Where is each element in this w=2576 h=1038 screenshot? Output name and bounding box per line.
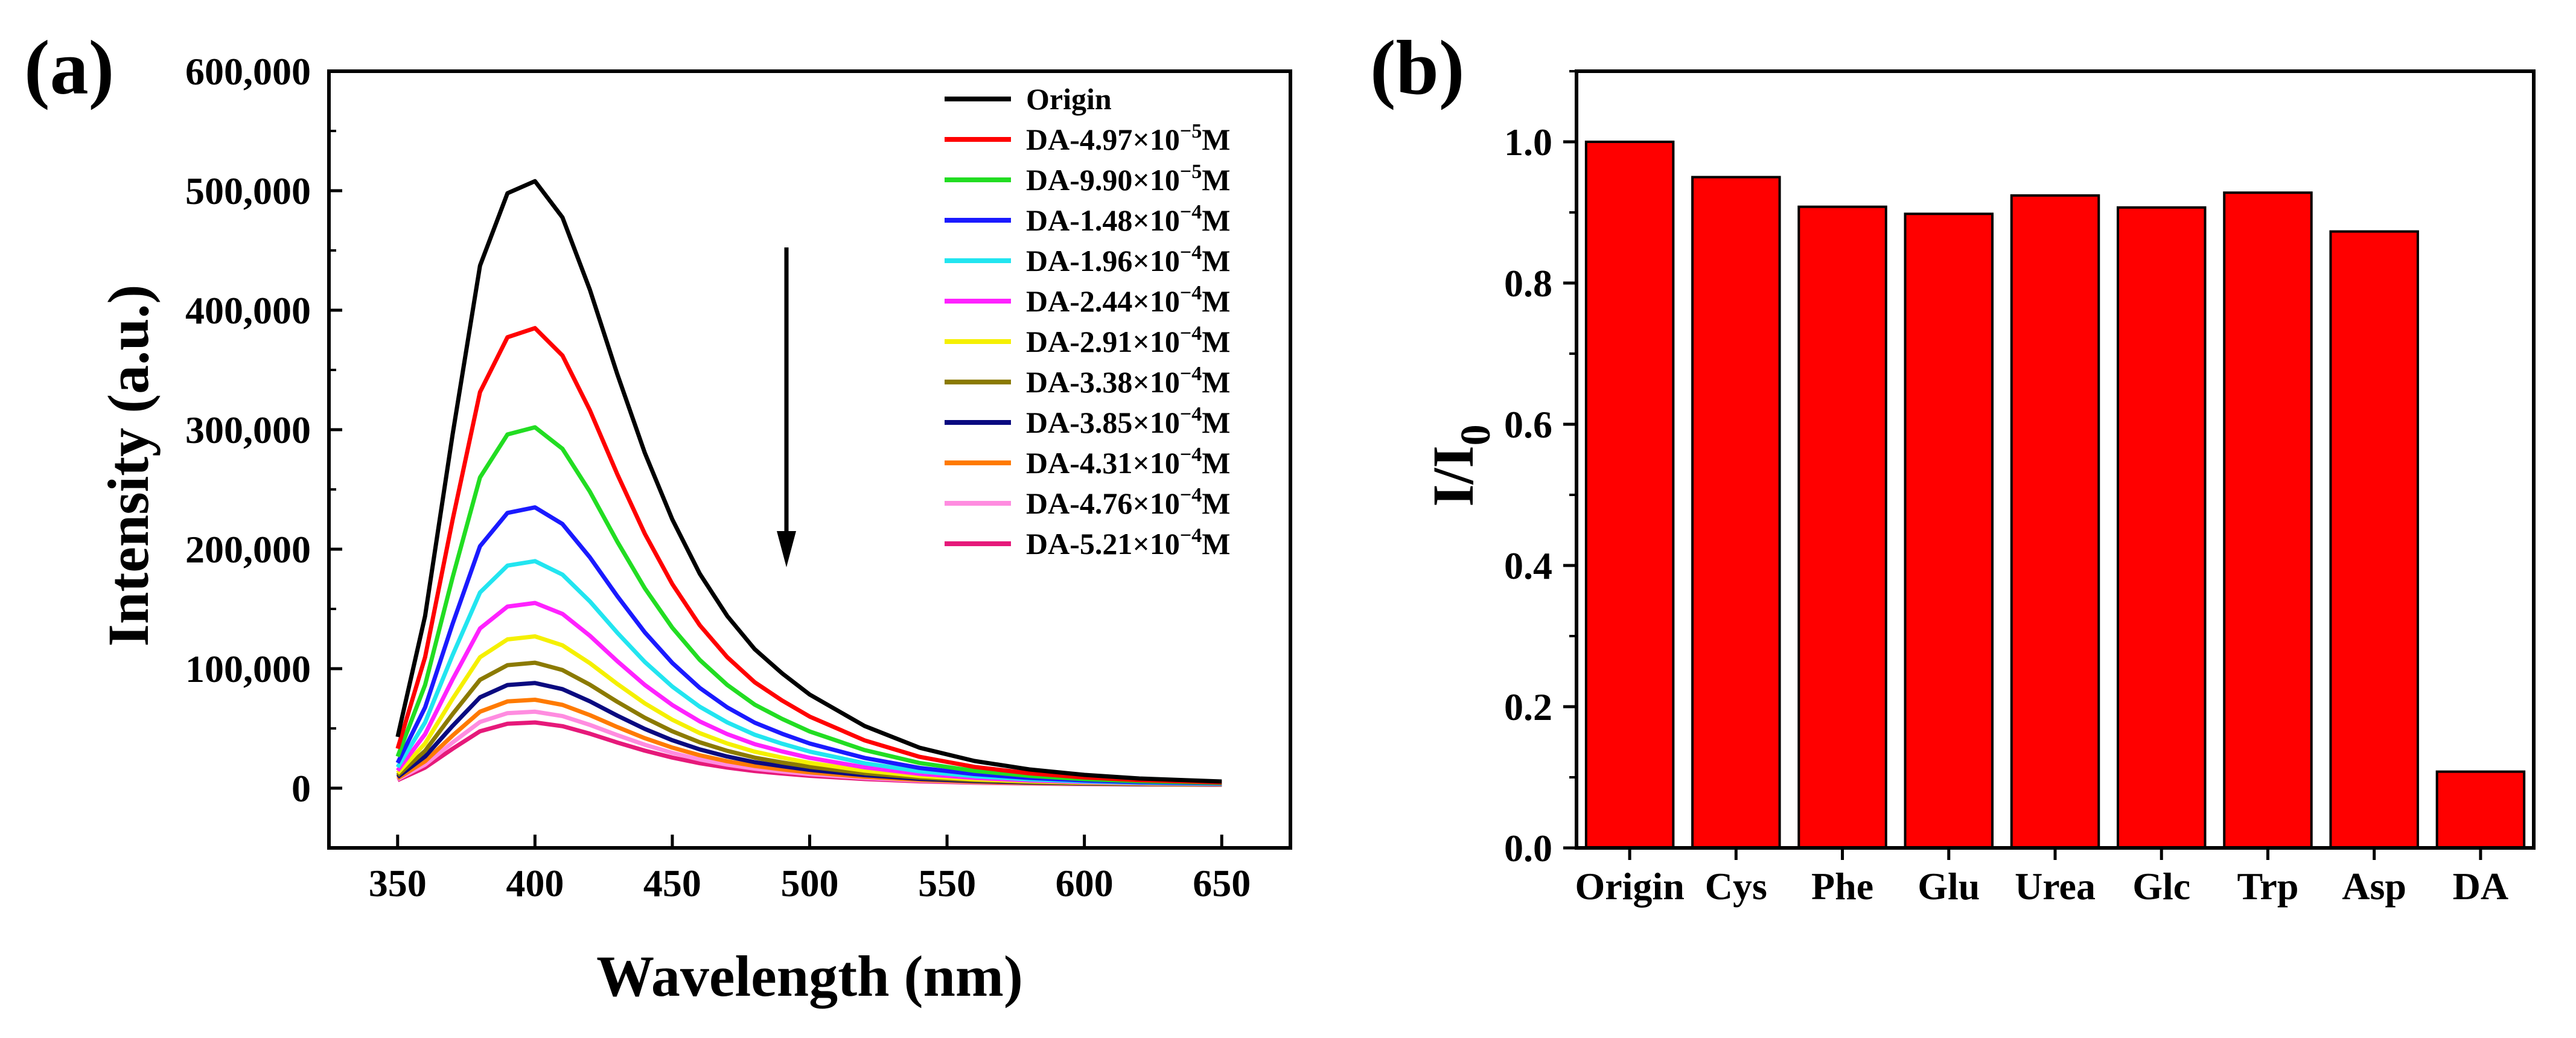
x-tick-label: Urea <box>2015 865 2096 908</box>
x-tick-label: Phe <box>1811 865 1873 908</box>
panel-label-a: (a) <box>24 25 114 110</box>
legend-label: DA-3.38×10−4M <box>1026 363 1230 399</box>
y-tick-label: 0.4 <box>1504 544 1552 587</box>
series-line-da-1 <box>395 326 1222 785</box>
y-tick-label: 100,000 <box>185 648 311 690</box>
y-tick-label: 300,000 <box>185 409 311 451</box>
x-tick-label: 450 <box>643 862 701 905</box>
chart-a-ticks: 350 400 450 500 550 600 650 0 100,000 200,000 300,… <box>185 50 1251 905</box>
x-tick-label: 350 <box>369 862 427 905</box>
bar-origin <box>1584 141 1675 849</box>
legend-label: DA-1.96×10−4M <box>1026 241 1230 278</box>
y-tick-label: 0.8 <box>1504 262 1552 305</box>
series-line-da-8 <box>396 681 1222 787</box>
bars-group <box>1584 141 2526 850</box>
bar-urea <box>2010 194 2100 849</box>
x-tick-label: Origin <box>1575 865 1684 908</box>
legend-label: DA-3.85×10−4M <box>1026 403 1230 439</box>
legend-label: DA-2.91×10−4M <box>1026 322 1230 358</box>
y-tick-label: 500,000 <box>185 170 311 212</box>
x-tick-label: Glc <box>2132 865 2190 908</box>
chart-a-x-axis-label: Wavelength (nm) <box>596 944 1023 1008</box>
legend-label: DA-4.97×10−5M <box>1026 120 1230 156</box>
y-tick-label: 0 <box>292 767 311 810</box>
x-tick-label: Cys <box>1705 865 1767 908</box>
series-line-da-2 <box>395 425 1222 785</box>
x-tick-label: 650 <box>1193 862 1251 905</box>
series-line-da-3 <box>395 505 1222 786</box>
x-tick-label: 600 <box>1056 862 1114 905</box>
concentration-arrow <box>777 247 796 567</box>
bar-da <box>2435 770 2526 850</box>
spectra-series-group <box>395 179 1222 787</box>
legend-label: Origin <box>1026 82 1112 116</box>
chart-b-y-axis-label: I/I0 <box>1421 424 1499 506</box>
y-tick-label: 0.6 <box>1504 403 1552 446</box>
bar-cys <box>1691 176 1781 849</box>
y-tick-label: 1.0 <box>1504 121 1552 164</box>
x-tick-label: Glu <box>1918 865 1980 908</box>
legend-label: DA-9.90×10−5M <box>1026 161 1230 197</box>
panel-label-b: (b) <box>1370 25 1464 110</box>
legend-label: DA-5.21×10−4M <box>1026 524 1230 561</box>
legend-label: DA-4.31×10−4M <box>1026 444 1230 480</box>
x-tick-label: 550 <box>918 862 976 905</box>
bar-glc <box>2116 206 2207 849</box>
y-tick-label: 600,000 <box>185 50 311 93</box>
y-tick-label: 0.2 <box>1504 686 1552 728</box>
x-tick-label: Trp <box>2237 865 2298 908</box>
legend-label: DA-1.48×10−4M <box>1026 201 1230 237</box>
x-tick-label: DA <box>2453 865 2508 908</box>
y-tick-label: 200,000 <box>185 528 311 571</box>
chart-a-legend: Origin DA-4.97×10−5M DA-9.90×10−5M DA-1.48×… <box>945 82 1230 561</box>
bar-glu <box>1904 212 1994 850</box>
y-tick-label: 400,000 <box>185 289 311 332</box>
bar-asp <box>2329 230 2419 849</box>
legend-label: DA-4.76×10−4M <box>1026 484 1230 520</box>
chart-b-selectivity-bars: 0.0 0.2 0.4 0.6 0.8 1.0 Origin Cys Phe Glu Urea Glc… <box>1421 69 2536 908</box>
bar-phe <box>1797 205 1887 849</box>
x-tick-label: Asp <box>2342 865 2406 908</box>
series-line-origin <box>395 179 1222 784</box>
x-tick-label: 500 <box>781 862 839 905</box>
y-tick-label: 0.0 <box>1504 827 1552 870</box>
chart-a-y-axis-label: Intensity (a.u.) <box>96 284 161 646</box>
series-line-da-4 <box>395 559 1222 786</box>
chart-a-emission-spectra: 350 400 450 500 550 600 650 0 100,000 200,000 300,… <box>96 50 1292 1008</box>
x-tick-label: 400 <box>506 862 564 905</box>
bar-trp <box>2223 191 2313 849</box>
chart-b-ticks: 0.0 0.2 0.4 0.6 0.8 1.0 Origin Cys Phe Glu Urea Glc… <box>1504 70 2508 908</box>
legend-label: DA-2.44×10−4M <box>1026 282 1230 318</box>
